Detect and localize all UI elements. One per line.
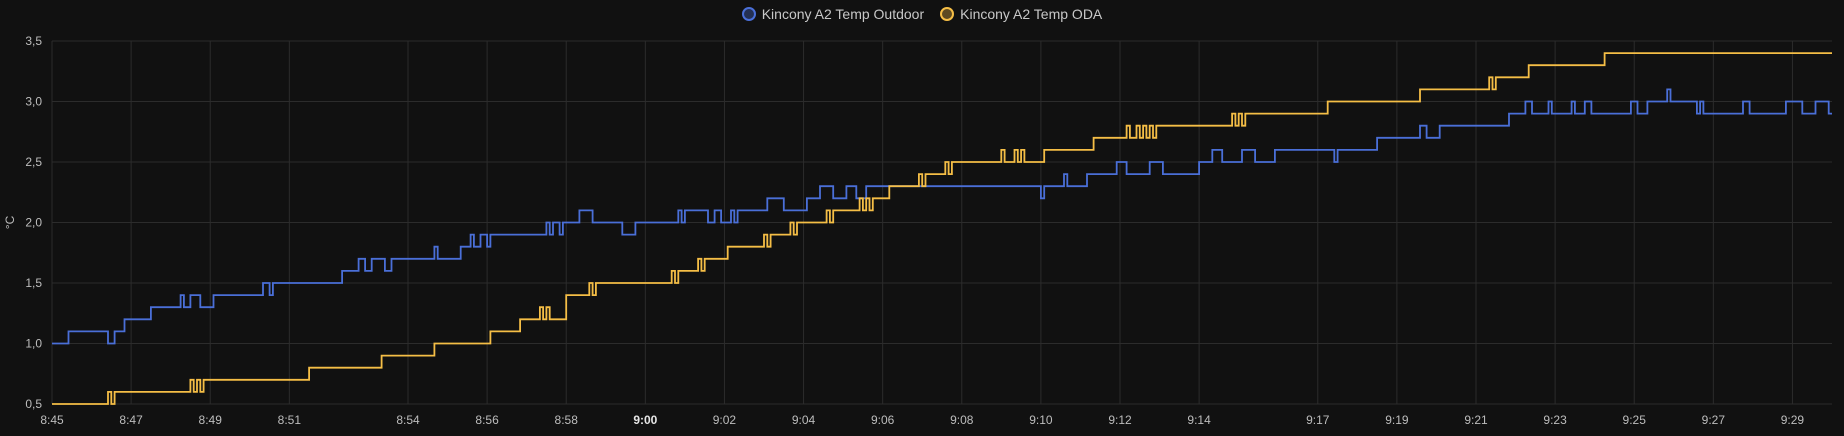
legend-swatch-oda	[940, 7, 955, 21]
x-tick-label: 9:12	[1108, 413, 1132, 427]
y-tick-label: 3,5	[25, 34, 42, 48]
x-tick-label: 8:47	[119, 413, 143, 427]
x-tick-label: 9:14	[1187, 413, 1211, 427]
x-tick-label: 8:56	[475, 413, 499, 427]
y-axis-label: °C	[3, 215, 17, 229]
x-tick-label: 8:45	[40, 413, 64, 427]
x-tick-label: 9:06	[871, 413, 895, 427]
x-tick-label: 8:49	[199, 413, 223, 427]
x-tick-label: 9:10	[1029, 413, 1053, 427]
legend-item-oda[interactable]: Kincony A2 Temp ODA	[940, 6, 1102, 22]
x-tick-label: 8:58	[555, 413, 579, 427]
x-tick-label: 9:25	[1623, 413, 1647, 427]
x-tick-label: 9:17	[1306, 413, 1330, 427]
series-line-oda	[52, 52, 1832, 405]
legend-swatch-outdoor	[741, 7, 756, 21]
x-tick-label: 9:21	[1464, 413, 1488, 427]
y-tick-label: 0,5	[25, 397, 42, 411]
x-tick-label: 9:19	[1385, 413, 1409, 427]
legend-item-outdoor[interactable]: Kincony A2 Temp Outdoor	[741, 6, 925, 22]
y-tick-label: 2,5	[25, 155, 42, 169]
legend-label-oda: Kincony A2 Temp ODA	[960, 6, 1103, 22]
x-tick-label: 9:27	[1702, 413, 1726, 427]
x-tick-label: 9:00	[633, 413, 657, 427]
x-tick-label: 9:29	[1781, 413, 1805, 427]
x-tick-label: 9:23	[1543, 413, 1567, 427]
x-tick-label: 9:04	[792, 413, 816, 427]
legend-label-outdoor: Kincony A2 Temp Outdoor	[761, 6, 925, 22]
y-tick-label: 2,0	[25, 216, 42, 230]
y-tick-label: 3,0	[25, 95, 42, 109]
x-tick-label: 9:02	[713, 413, 737, 427]
series-line-outdoor	[52, 88, 1832, 345]
x-tick-label: 8:54	[396, 413, 420, 427]
x-tick-label: 9:08	[950, 413, 974, 427]
y-tick-label: 1,5	[25, 276, 42, 290]
y-tick-label: 1,0	[25, 337, 42, 351]
x-tick-label: 8:51	[278, 413, 302, 427]
chart-legend: Kincony A2 Temp Outdoor Kincony A2 Temp …	[0, 6, 1844, 22]
